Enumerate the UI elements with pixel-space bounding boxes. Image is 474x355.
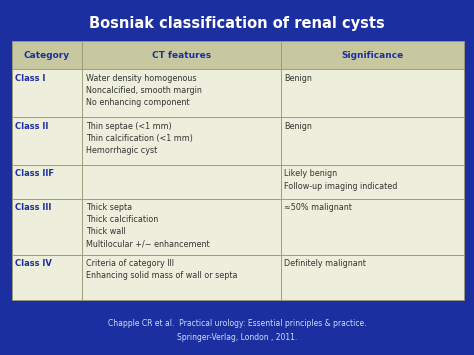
Bar (12, 41, 82, 69)
Text: Thin septae (<1 mm)
Thin calcification (<1 mm)
Hemorrhagic cyst: Thin septae (<1 mm) Thin calcification (… (86, 121, 192, 155)
Bar (12, 117, 82, 165)
Bar (82, 41, 281, 69)
Text: Bosniak classification of renal cysts: Bosniak classification of renal cysts (89, 16, 385, 31)
Bar (82, 117, 281, 165)
Text: Category: Category (24, 50, 70, 60)
Bar (12, 69, 82, 117)
Bar (281, 41, 464, 69)
Bar (82, 255, 281, 300)
Bar (82, 69, 281, 117)
Bar (12, 255, 82, 300)
Text: Likely benign
Follow-up imaging indicated: Likely benign Follow-up imaging indicate… (284, 169, 398, 191)
Bar (12, 165, 82, 199)
Text: Class IIF: Class IIF (15, 169, 54, 179)
Text: Chapple CR et al.  Practical urology: Essential principles & practice.: Chapple CR et al. Practical urology: Ess… (108, 318, 366, 328)
Text: Thick septa
Thick calcification
Thick wall
Multilocular +/− enhancement: Thick septa Thick calcification Thick wa… (86, 203, 210, 248)
Bar (281, 199, 464, 255)
Text: Class II: Class II (15, 121, 48, 131)
Text: Significance: Significance (341, 50, 403, 60)
Text: Springer-Verlag, London , 2011.: Springer-Verlag, London , 2011. (177, 333, 297, 343)
Text: CT features: CT features (152, 50, 211, 60)
Text: Benign: Benign (284, 73, 312, 83)
Bar (281, 117, 464, 165)
Text: Class III: Class III (15, 203, 51, 212)
Text: Class IV: Class IV (15, 259, 52, 268)
Bar (281, 69, 464, 117)
Text: Water density homogenous
Noncalcified, smooth margin
No enhancing component: Water density homogenous Noncalcified, s… (86, 73, 201, 107)
Bar (281, 165, 464, 199)
Text: Class I: Class I (15, 73, 45, 83)
Text: ≈50% malignant: ≈50% malignant (284, 203, 352, 212)
Bar (281, 255, 464, 300)
Bar (82, 165, 281, 199)
Text: Definitely malignant: Definitely malignant (284, 259, 366, 268)
Text: Benign: Benign (284, 121, 312, 131)
Bar (82, 199, 281, 255)
Bar (12, 199, 82, 255)
Text: Criteria of category III
Enhancing solid mass of wall or septa: Criteria of category III Enhancing solid… (86, 259, 237, 280)
